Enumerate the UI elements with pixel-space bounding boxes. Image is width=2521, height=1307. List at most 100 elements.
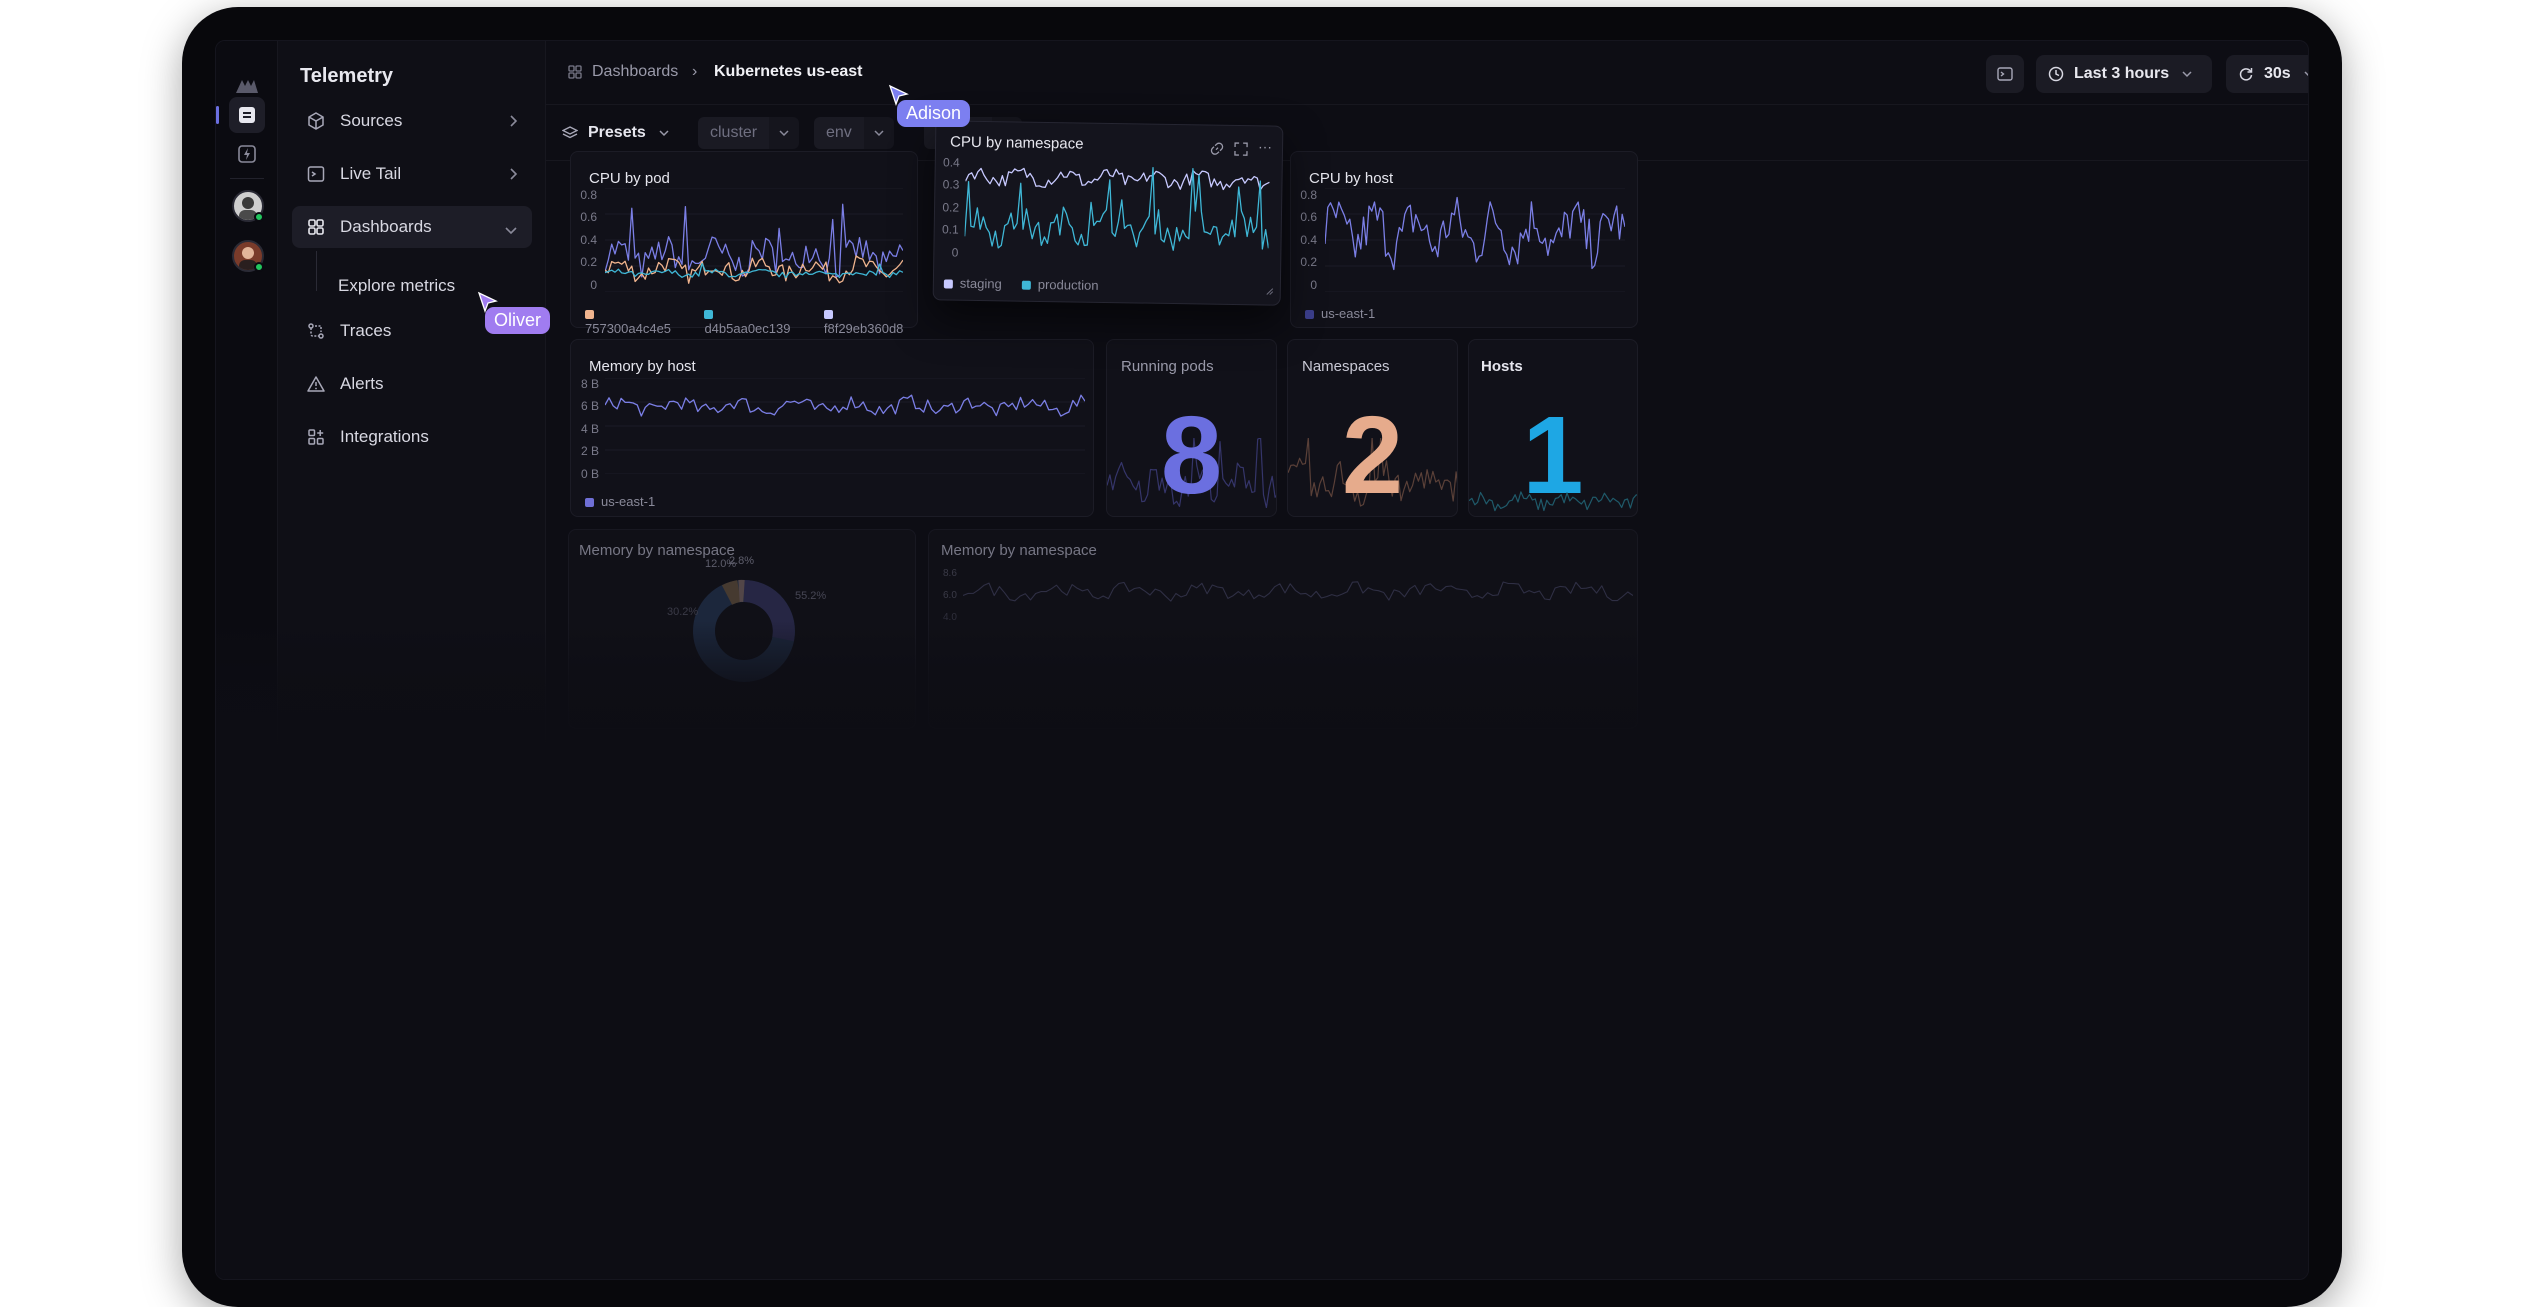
y-tick: 0.4 [942, 155, 960, 170]
avatar[interactable] [232, 240, 264, 272]
line-chart [1325, 188, 1625, 292]
active-indicator [216, 106, 219, 124]
y-tick: 0.6 [580, 210, 597, 224]
stat-value: 2 [1341, 394, 1404, 517]
series-line [605, 262, 903, 279]
series-line [1288, 438, 1457, 507]
refresh-icon [2239, 68, 2253, 81]
y-tick: 0.6 [1300, 210, 1317, 224]
refresh-interval-label: 30s [2264, 65, 2291, 82]
clock-icon [2048, 66, 2064, 82]
y-tick: 8 B [580, 377, 599, 391]
presets-select[interactable]: Presets [562, 117, 670, 149]
breadcrumb-root[interactable]: Dashboards [592, 63, 679, 80]
avatar[interactable] [232, 190, 264, 222]
chevron-down-icon [504, 220, 518, 240]
legend-item[interactable]: d4b5aa0ec139 [704, 306, 803, 336]
page-title: Kubernetes us-east [714, 63, 863, 80]
refresh-interval-select[interactable]: 30s [2226, 55, 2308, 93]
panel-namespaces[interactable]: Namespaces 2 [1287, 339, 1458, 517]
sidebar-item-label: Live Tail [340, 164, 402, 183]
sidebar-item-traces[interactable]: Traces [292, 310, 532, 352]
legend-item[interactable]: 757300a4c4e5 [585, 306, 684, 336]
series-line [1469, 491, 1637, 512]
expand-icon[interactable] [1234, 142, 1248, 161]
terminal-icon [306, 164, 326, 184]
panel-memory-by-host[interactable]: Memory by host 8 B 6 B 4 B 2 B 0 B us-ea… [570, 339, 1094, 517]
y-tick: 4.0 [943, 612, 957, 623]
line-chart [605, 378, 1085, 474]
panel-cpu-by-host[interactable]: CPU by host 0.8 0.6 0.4 0.2 0 us-east-1 [1290, 151, 1638, 328]
y-tick: 6 B [580, 399, 599, 413]
time-range-label: Last 3 hours [2074, 65, 2170, 82]
legend-item[interactable]: staging [943, 275, 1002, 291]
y-tick: 0 [590, 278, 597, 292]
series-line [1107, 438, 1276, 508]
chevron-down-icon [769, 117, 800, 149]
y-tick: 0.2 [942, 200, 960, 215]
slice-label: 12.0% [705, 558, 737, 570]
slice-label: 2.8% [729, 555, 755, 567]
rail-alerts-button[interactable] [229, 136, 265, 172]
sparkline [1288, 438, 1457, 507]
integrations-icon [306, 427, 326, 447]
sidebar-item-label: Traces [340, 321, 392, 340]
series-line [605, 255, 903, 284]
panel-title: Memory by host [589, 358, 696, 375]
series-line [963, 581, 1633, 602]
sidebar-item-label: Integrations [340, 427, 429, 446]
sidebar-item-sources[interactable]: Sources [292, 100, 532, 142]
panel-title: Hosts [1481, 358, 1523, 375]
terminal-icon [1997, 67, 2013, 81]
panel-title: CPU by namespace [949, 133, 1084, 153]
legend-item[interactable]: production [1021, 277, 1099, 293]
panel-cpu-by-namespace[interactable]: CPU by namespace ··· 0.4 0.3 0.2 0.1 0 s… [932, 120, 1284, 306]
slice-label: 30.2% [667, 606, 699, 618]
legend-item[interactable]: f8f29eb360d8 [823, 306, 917, 336]
bolt-box-icon [238, 145, 256, 163]
panel-cpu-by-pod[interactable]: CPU by pod 0.8 0.6 0.4 0.2 0 757300a4c4e… [570, 151, 918, 336]
rail-logs-button[interactable] [229, 97, 265, 133]
console-button[interactable] [1986, 55, 2024, 93]
line-chart [605, 188, 903, 292]
link-icon[interactable] [1210, 142, 1224, 161]
panel-running-pods[interactable]: Running pods 8 [1106, 339, 1277, 517]
slice-label: 55.2% [795, 590, 827, 602]
cube-icon [306, 111, 326, 131]
y-tick: 0 [951, 245, 959, 260]
time-range-select[interactable]: Last 3 hours [2036, 55, 2212, 93]
chevron-right-icon [508, 113, 518, 133]
more-icon[interactable]: ··· [1257, 138, 1273, 155]
sidebar-item-live-tail[interactable]: Live Tail [292, 153, 532, 195]
y-tick: 0.8 [580, 188, 597, 202]
cursor-icon [888, 84, 909, 106]
top-bar: Dashboards › Kubernetes us-east Last 3 h… [546, 41, 2308, 105]
legend-item[interactable]: us-east-1 [1305, 306, 1375, 321]
sidebar-item-label: Sources [340, 111, 403, 130]
filter-chip-env[interactable]: env [814, 117, 894, 149]
sidebar-item-label: Dashboards [340, 217, 432, 236]
sidebar-item-alerts[interactable]: Alerts [292, 363, 532, 405]
panel-title: Namespaces [1302, 358, 1390, 375]
cursor-icon [477, 291, 498, 313]
app-name: Telemetry [300, 65, 394, 87]
resize-handle-icon[interactable] [1266, 282, 1274, 300]
chart-legend: staging production [943, 275, 1099, 293]
legend-item[interactable]: us-east-1 [585, 494, 655, 509]
app-window: Telemetry Sources Live Tail Dashboards E… [215, 40, 2309, 1280]
sparkline [1469, 491, 1637, 512]
breadcrumb-separator: › [692, 63, 698, 80]
sidebar-subitem-explore-metrics[interactable]: Explore metrics [338, 276, 456, 295]
trace-icon [306, 321, 326, 341]
panel-hosts[interactable]: Hosts 1 [1468, 339, 1638, 517]
collaborator-label: Oliver [485, 307, 551, 334]
series-line [964, 166, 1270, 251]
filter-chip-cluster[interactable]: cluster [698, 117, 800, 149]
y-tick: 0.8 [1300, 188, 1317, 202]
grid-icon [306, 217, 326, 237]
panel-title: Memory by namespace [579, 542, 735, 559]
stat-value: 8 [1160, 394, 1223, 517]
sidebar-item-integrations[interactable]: Integrations [292, 416, 532, 458]
sidebar-item-dashboards[interactable]: Dashboards [292, 206, 532, 248]
line-chart [964, 166, 1270, 251]
